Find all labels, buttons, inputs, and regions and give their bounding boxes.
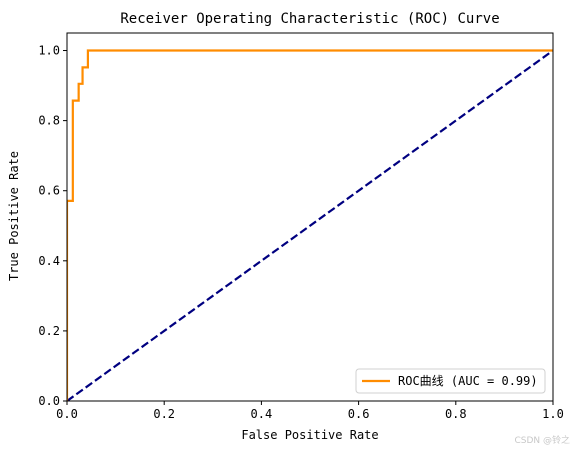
y-tick-label: 0.8 [38, 114, 60, 128]
x-tick-label: 0.4 [251, 407, 273, 421]
legend: ROC曲线 (AUC = 0.99) [355, 368, 546, 394]
x-tick-label: 0.6 [348, 407, 370, 421]
y-tick-label: 0.0 [38, 394, 60, 408]
y-tick-label: 0.2 [38, 324, 60, 338]
x-tick-label: 0.2 [153, 407, 175, 421]
watermark: CSDN @铃之 [514, 434, 570, 446]
y-tick-label: 0.4 [38, 254, 60, 268]
x-axis-label: False Positive Rate [241, 428, 378, 442]
x-tick-label: 0.0 [56, 407, 78, 421]
roc-curve-line [67, 49, 553, 401]
y-tick-label: 0.6 [38, 184, 60, 198]
legend-box [355, 368, 546, 394]
y-tick-label: 1.0 [38, 44, 60, 58]
chance-line [67, 49, 553, 401]
chart-title: Receiver Operating Characteristic (ROC) … [120, 11, 499, 27]
x-tick-label: 0.8 [445, 407, 467, 421]
x-tick-label: 1.0 [542, 407, 564, 421]
legend-label: ROC曲线 (AUC = 0.99) [398, 374, 538, 388]
plot-frame [66, 32, 554, 402]
y-axis-label: True Positive Rate [7, 151, 21, 281]
